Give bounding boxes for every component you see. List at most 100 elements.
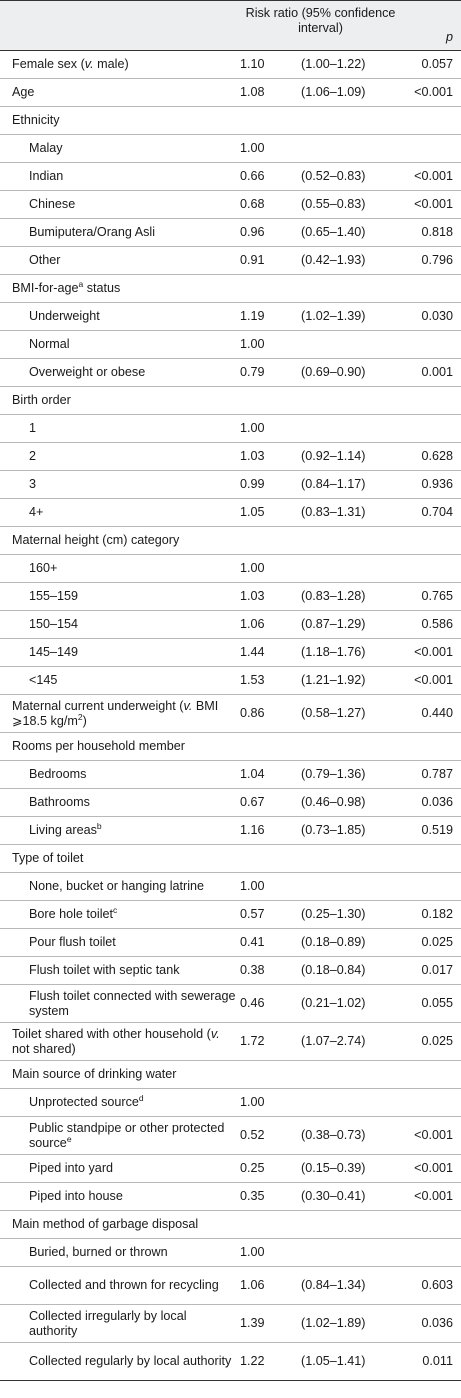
- table-row: Normal 1.00: [0, 330, 461, 359]
- table-row: Flush toilet with septic tank 0.38 (0.18–0…: [0, 956, 461, 985]
- risk-ratio-value: [240, 526, 297, 555]
- risk-ratio-value: 1.10: [240, 50, 297, 79]
- risk-ratio-value: 0.46: [240, 984, 297, 1023]
- confidence-interval: (0.84–1.17): [297, 470, 401, 499]
- row-label: Bathrooms: [0, 788, 240, 817]
- p-value: 0.182: [401, 900, 461, 929]
- table-row: Living areasb 1.16 (0.73–1.85) 0.519: [0, 816, 461, 845]
- risk-ratio-value: 0.99: [240, 470, 297, 499]
- row-label: 3: [0, 470, 240, 499]
- p-value: 0.025: [401, 928, 461, 957]
- p-value: 0.818: [401, 218, 461, 247]
- table-row: Bedrooms 1.04 (0.79–1.36) 0.787: [0, 760, 461, 789]
- confidence-interval: [297, 386, 401, 415]
- table-row: Other 0.91 (0.42–1.93) 0.796: [0, 246, 461, 275]
- footnote-marker: a: [78, 278, 84, 289]
- p-value: 0.787: [401, 760, 461, 789]
- risk-ratio-value: 0.67: [240, 788, 297, 817]
- confidence-interval: (0.92–1.14): [297, 442, 401, 471]
- risk-ratio-value: 0.66: [240, 162, 297, 191]
- confidence-interval: (0.79–1.36): [297, 760, 401, 789]
- confidence-interval: (0.87–1.29): [297, 610, 401, 639]
- p-value: [401, 386, 461, 415]
- row-label: Unprotected sourced: [0, 1088, 240, 1117]
- table-row: Age 1.08 (1.06–1.09) <0.001: [0, 78, 461, 107]
- table-row: Rooms per household member: [0, 732, 461, 761]
- confidence-interval: (1.18–1.76): [297, 638, 401, 667]
- risk-ratio-value: 1.22: [240, 1342, 297, 1381]
- p-value: [401, 732, 461, 761]
- table-row: Unprotected sourced 1.00: [0, 1088, 461, 1117]
- p-value: 0.586: [401, 610, 461, 639]
- row-label: Indian: [0, 162, 240, 191]
- risk-ratio-value: 1.00: [240, 1238, 297, 1267]
- p-value: 0.001: [401, 358, 461, 387]
- risk-ratio-value: [240, 844, 297, 873]
- row-label: Collected irregularly by local authority: [0, 1304, 240, 1343]
- row-label: Piped into yard: [0, 1154, 240, 1183]
- p-value: 0.036: [401, 788, 461, 817]
- risk-ratio-value: 1.44: [240, 638, 297, 667]
- confidence-interval: (0.15–0.39): [297, 1154, 401, 1183]
- table-row: BMI-for-agea status: [0, 274, 461, 303]
- row-label: Age: [0, 78, 240, 107]
- risk-ratio-value: [240, 274, 297, 303]
- risk-ratio-value: [240, 1210, 297, 1239]
- risk-ratio-value: 0.35: [240, 1182, 297, 1211]
- risk-ratio-value: 1.00: [240, 330, 297, 359]
- table-row: Toilet shared with other household (v. n…: [0, 1022, 461, 1061]
- row-label: 150–154: [0, 610, 240, 639]
- risk-ratio-value: 0.52: [240, 1116, 297, 1155]
- p-value: [401, 526, 461, 555]
- row-label: Normal: [0, 330, 240, 359]
- table-row: Female sex (v. male) 1.10 (1.00–1.22) 0.057: [0, 50, 461, 79]
- p-value: [401, 134, 461, 163]
- p-value: <0.001: [401, 1116, 461, 1155]
- table-header-row: Risk ratio (95% confidence interval) p: [0, 0, 461, 51]
- confidence-interval: [297, 526, 401, 555]
- p-value: [401, 106, 461, 135]
- table-row: 155–159 1.03 (0.83–1.28) 0.765: [0, 582, 461, 611]
- confidence-interval: [297, 1238, 401, 1267]
- p-value: [401, 1210, 461, 1239]
- table-row: Main method of garbage disposal: [0, 1210, 461, 1239]
- row-label: Public standpipe or other protected sour…: [0, 1116, 240, 1155]
- confidence-interval: (0.73–1.85): [297, 816, 401, 845]
- header-risk-ratio: Risk ratio (95% confidence interval): [240, 0, 401, 51]
- row-label: Collected regularly by local authority: [0, 1342, 240, 1381]
- risk-ratio-value: 0.25: [240, 1154, 297, 1183]
- confidence-interval: (0.55–0.83): [297, 190, 401, 219]
- confidence-interval: (0.30–0.41): [297, 1182, 401, 1211]
- row-label: Living areasb: [0, 816, 240, 845]
- row-label: 1: [0, 414, 240, 443]
- row-label: Malay: [0, 134, 240, 163]
- footnote-marker: e: [66, 1133, 72, 1144]
- table-row: Piped into house 0.35 (0.30–0.41) <0.001: [0, 1182, 461, 1211]
- confidence-interval: [297, 134, 401, 163]
- confidence-interval: [297, 1060, 401, 1089]
- risk-ratio-value: 1.39: [240, 1304, 297, 1343]
- confidence-interval: (1.00–1.22): [297, 50, 401, 79]
- p-value: 0.628: [401, 442, 461, 471]
- p-value: <0.001: [401, 666, 461, 695]
- row-label: Main source of drinking water: [0, 1060, 240, 1089]
- row-label: Flush toilet with septic tank: [0, 956, 240, 985]
- confidence-interval: (0.46–0.98): [297, 788, 401, 817]
- table-row: Malay 1.00: [0, 134, 461, 163]
- confidence-interval: (0.21–1.02): [297, 984, 401, 1023]
- p-value: <0.001: [401, 1154, 461, 1183]
- p-value: 0.025: [401, 1022, 461, 1061]
- table-row: Bumiputera/Orang Asli 0.96 (0.65–1.40) 0.81…: [0, 218, 461, 247]
- p-value: [401, 414, 461, 443]
- confidence-interval: (0.18–0.89): [297, 928, 401, 957]
- confidence-interval: (0.38–0.73): [297, 1116, 401, 1155]
- confidence-interval: (0.18–0.84): [297, 956, 401, 985]
- risk-ratio-value: 0.79: [240, 358, 297, 387]
- p-value: 0.704: [401, 498, 461, 527]
- table-row: Pour flush toilet 0.41 (0.18–0.89) 0.025: [0, 928, 461, 957]
- row-label: Bore hole toiletc: [0, 900, 240, 929]
- row-label: 4+: [0, 498, 240, 527]
- risk-ratio-value: 1.03: [240, 442, 297, 471]
- table-row: Flush toilet connected with sewerage sys…: [0, 984, 461, 1023]
- p-value: [401, 1060, 461, 1089]
